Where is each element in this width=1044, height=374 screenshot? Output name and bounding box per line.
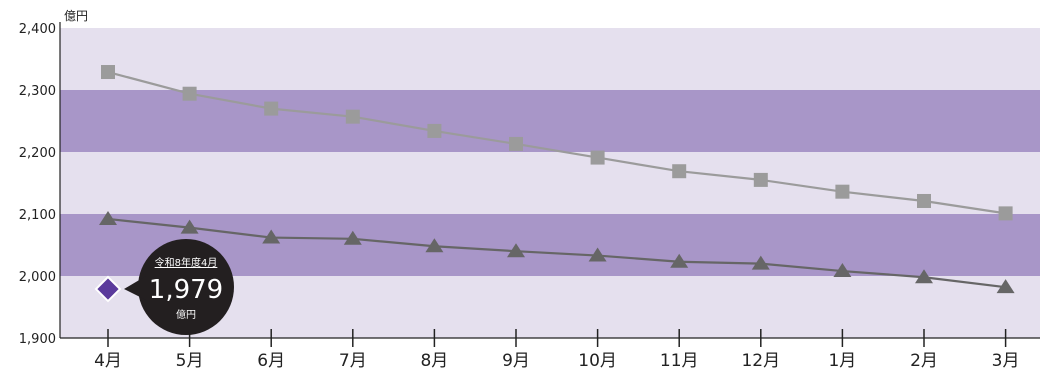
series-markers (94, 65, 1015, 303)
x-tick-label: 5月 (176, 351, 204, 371)
y-tick-label: 2,200 (19, 146, 56, 161)
x-tick-label: 7月 (339, 351, 367, 371)
triangle-point (99, 210, 117, 225)
background-bands (60, 28, 1040, 338)
callout-value: 1,979 (149, 275, 223, 305)
x-tick-label: 11月 (660, 351, 699, 371)
series-lines (107, 70, 1006, 289)
triangle-point (343, 230, 362, 245)
y-tick-label: 2,300 (19, 84, 56, 99)
x-tick-label: 1月 (828, 351, 856, 371)
square-point (672, 164, 687, 179)
y-axis-ticks: 1,900 2,000 2,100 2,200 2,300 2,400 (19, 22, 61, 347)
x-tick-label: 9月 (502, 351, 530, 371)
x-axis: 4月 5月 6月 7月 8月 9月 10月 11月 12月 1月 2月 3月 (60, 329, 1040, 371)
y-tick-label: 2,400 (19, 22, 56, 37)
x-tick-label: 3月 (992, 351, 1020, 371)
triangle-point (996, 279, 1015, 294)
x-tick-label: 12月 (741, 351, 780, 371)
callout: 令和8年度4月 1,979 億円 (124, 239, 234, 335)
series-line-square (107, 70, 1006, 215)
triangle-point (507, 243, 525, 258)
square-point (264, 101, 279, 116)
y-tick-label: 2,000 (19, 270, 56, 285)
square-point (101, 65, 115, 80)
square-point (835, 184, 850, 199)
callout-bubble (138, 239, 234, 335)
band-4 (60, 28, 1040, 90)
square-point (998, 206, 1013, 221)
band-3 (60, 90, 1040, 152)
series-line-triangle (107, 217, 1006, 289)
y-axis-unit: 億円 (64, 9, 88, 23)
x-tick-label: 10月 (578, 351, 617, 371)
square-point (753, 172, 768, 187)
square-point (590, 150, 605, 165)
triangle-point (670, 253, 689, 268)
triangle-point (833, 263, 852, 278)
square-point (509, 136, 523, 151)
square-point (345, 109, 360, 124)
triangle-point (588, 247, 607, 262)
y-tick-label: 2,100 (19, 208, 56, 223)
callout-unit: 億円 (176, 308, 196, 321)
diamond-point (94, 275, 122, 303)
band-2 (60, 152, 1040, 214)
triangle-point (180, 219, 199, 234)
x-tick-label: 6月 (257, 351, 285, 371)
square-point (917, 193, 931, 208)
x-tick-label: 2月 (910, 351, 938, 371)
callout-header: 令和8年度4月 (155, 256, 218, 269)
x-tick-label: 8月 (420, 351, 448, 371)
triangle-point (751, 255, 770, 270)
x-tick-label: 4月 (94, 351, 122, 371)
y-tick-label: 1,900 (19, 332, 56, 347)
triangle-point (262, 229, 281, 244)
square-point (182, 86, 197, 101)
callout-pointer (124, 276, 146, 300)
square-point (427, 123, 442, 138)
triangle-point (425, 238, 444, 253)
triangle-point (915, 269, 933, 284)
